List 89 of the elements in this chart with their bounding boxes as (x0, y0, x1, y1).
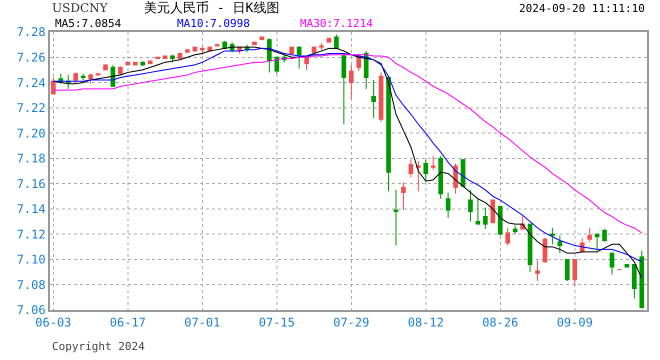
candlestick (394, 189, 398, 246)
candlestick (326, 38, 332, 43)
y-tick-label: 7.22 (16, 101, 46, 116)
candlestick (572, 258, 578, 286)
candlestick (498, 206, 503, 236)
y-tick-label: 7.18 (16, 152, 46, 166)
candlestick (512, 224, 518, 235)
y-tick-label: 7.06 (16, 303, 46, 318)
candlestick (296, 46, 302, 70)
candlestick (378, 72, 384, 122)
candlestick (200, 46, 205, 56)
candlestick (423, 159, 428, 182)
candlestick (602, 228, 607, 242)
candlestick (550, 227, 555, 245)
candlestick (178, 52, 182, 60)
text: 2024-09-20 11:11:10 (519, 2, 645, 15)
candlestick (624, 264, 630, 268)
candlestick (610, 252, 614, 276)
y-tick-label: 7.08 (16, 278, 46, 292)
text: MA5:7.0854 (55, 17, 122, 30)
x-tick-label: 08-26 (482, 315, 518, 330)
candlestick (408, 159, 414, 178)
candlestick (587, 227, 592, 242)
x-tick-label: 07-01 (184, 315, 220, 330)
y-tick-label: 7.28 (16, 25, 46, 40)
candlestick (490, 200, 496, 224)
candlestick (528, 224, 532, 273)
candlestick (460, 159, 466, 188)
text: MA30:7.1214 (300, 17, 374, 30)
x-tick-label: 06-17 (110, 315, 146, 330)
candlestick (185, 49, 190, 53)
y-tick-label: 7.20 (16, 126, 46, 140)
candlestick (348, 64, 354, 100)
candlestick (558, 234, 562, 254)
candlestick (476, 198, 480, 225)
candlestick (148, 60, 153, 64)
candlestick (371, 80, 376, 118)
candlestick (632, 264, 637, 300)
y-tick-label: 7.26 (16, 50, 46, 64)
candlestick (312, 46, 316, 53)
x-tick-label: 09-09 (556, 315, 593, 330)
candlestick (118, 66, 123, 76)
candlestick (140, 60, 146, 67)
candlestick (430, 155, 436, 170)
candlestick (334, 34, 339, 49)
candlestick (386, 76, 391, 192)
candlestick (80, 73, 86, 81)
candlestick (51, 76, 56, 94)
candlestick (438, 155, 443, 200)
y-tick-label: 7.14 (16, 202, 46, 216)
line-series (52, 54, 642, 234)
x-tick-label: 06-03 (35, 315, 72, 330)
candlestick (639, 250, 644, 310)
candlestick (289, 46, 294, 54)
candlestick (416, 160, 421, 192)
y-tick-label: 7.10 (16, 252, 46, 267)
text: Copyright 2024 (52, 340, 146, 353)
candlestick (401, 182, 406, 211)
candlestick (192, 46, 198, 52)
candlestick (73, 72, 78, 82)
candlestick (126, 60, 130, 66)
chart-subtitle: USDCNY (52, 1, 109, 15)
candlestick (88, 73, 93, 84)
candlestick (319, 42, 324, 50)
chart-title: 美元人民币 - 日K线图 (144, 0, 280, 16)
x-tick-label: 07-29 (333, 315, 370, 330)
candlestick (342, 54, 346, 125)
candlestick (260, 36, 264, 40)
y-tick-label: 7.16 (16, 176, 46, 191)
series-label: MA10:7.0998 (177, 17, 250, 30)
candlestick (594, 234, 600, 252)
y-tick-label: 7.12 (16, 227, 46, 242)
candlestick (542, 237, 548, 262)
candlestick (446, 192, 450, 218)
y-tick-label: 7.24 (16, 76, 46, 90)
candlestick (505, 227, 510, 246)
candlestick (535, 260, 540, 282)
candlestick (162, 56, 168, 60)
candlestick (483, 207, 488, 230)
candlestick (564, 258, 570, 282)
candlestick (252, 42, 257, 46)
candlestick (103, 64, 108, 70)
candlestick (110, 64, 116, 87)
x-tick-label: 08-12 (408, 315, 444, 330)
x-tick-label: 07-15 (258, 315, 295, 330)
candlestick (468, 189, 473, 222)
candlestick (364, 50, 369, 90)
candlestick (170, 54, 175, 63)
candlestick (132, 62, 138, 66)
